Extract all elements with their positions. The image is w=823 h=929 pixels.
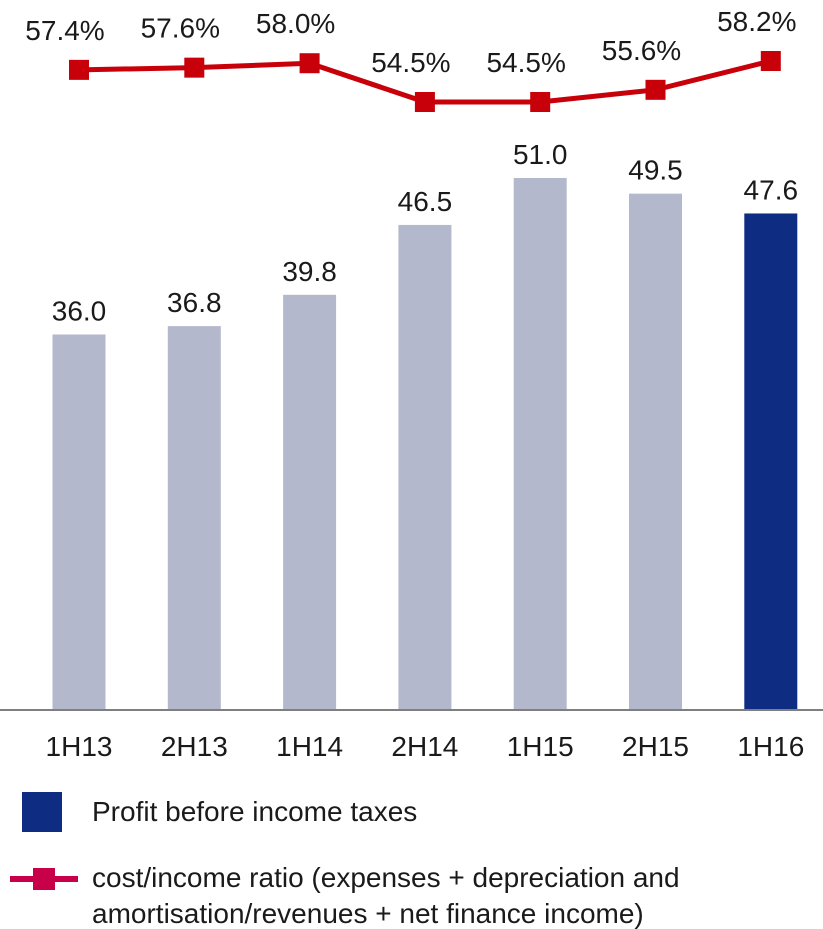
bar-1H13	[52, 334, 106, 710]
bar-1H16	[744, 213, 798, 710]
legend-line-marker	[33, 868, 55, 890]
line-value-label: 54.5%	[486, 47, 565, 78]
line-point-1H14	[299, 53, 320, 74]
x-tick-label: 1H13	[46, 731, 113, 760]
bar-value-label: 39.8	[282, 256, 337, 287]
line-point-1H15	[530, 92, 551, 112]
bar-value-label: 51.0	[513, 139, 568, 170]
line-series	[69, 51, 781, 112]
bar-value-label: 46.5	[398, 186, 453, 217]
line-point-2H14	[414, 92, 435, 112]
legend-line-label: cost/income ratio (expenses + depreciati…	[92, 862, 680, 929]
line-value-label: 58.2%	[717, 6, 796, 37]
line-point-1H13	[69, 59, 89, 80]
x-tick-label: 2H14	[391, 731, 458, 760]
legend: Profit before income taxes cost/income r…	[0, 760, 823, 929]
x-tick-label: 2H13	[161, 731, 228, 760]
line-value-label: 58.0%	[256, 8, 335, 39]
combo-chart: 36.0 36.839.846.551.049.547.6 1H13 2H13 1H1…	[0, 6, 823, 760]
line-point-2H15	[645, 79, 666, 100]
legend-bar-label: Profit before income taxes	[92, 796, 418, 827]
line-value-label: 55.6%	[602, 35, 681, 66]
bar-series	[52, 178, 798, 711]
line-value-label: 57.6%	[141, 13, 220, 44]
bar-1H15	[513, 178, 567, 710]
line-point-1H16	[760, 51, 781, 71]
bar-2H15	[629, 193, 682, 710]
line-value-label: 57.4%	[25, 15, 104, 46]
bar-value-label: 36.8	[167, 287, 222, 318]
line-value-label: 54.5%	[371, 47, 450, 78]
x-tick-label: 1H14	[276, 731, 343, 760]
bar-value-label: 49.5	[628, 155, 683, 186]
legend-bar-swatch	[22, 792, 62, 832]
legend-line-swatch	[10, 868, 78, 890]
line-value-labels: 57.4% 57.6% 58.0% 54.5% 54.5% 55.6% 58.2%	[25, 6, 796, 78]
bar-1H14	[283, 294, 337, 710]
bar-value-labels: 36.0 36.8 39.8 46.5 51.0 49.5 47.6	[52, 139, 798, 326]
bar-2H13	[167, 326, 221, 710]
x-tick-labels: 1H13 2H13 1H14 2H14 1H15 2H15 1H16	[46, 731, 805, 760]
x-tick-label: 2H15	[622, 731, 689, 760]
bar-2H14	[398, 224, 452, 711]
x-tick-label: 1H16	[737, 731, 804, 760]
bar-value-label: 47.6	[744, 174, 799, 205]
line-point-2H13	[184, 57, 205, 78]
x-tick-label: 1H15	[507, 731, 574, 760]
bar-value-label: 36.0	[52, 295, 107, 326]
